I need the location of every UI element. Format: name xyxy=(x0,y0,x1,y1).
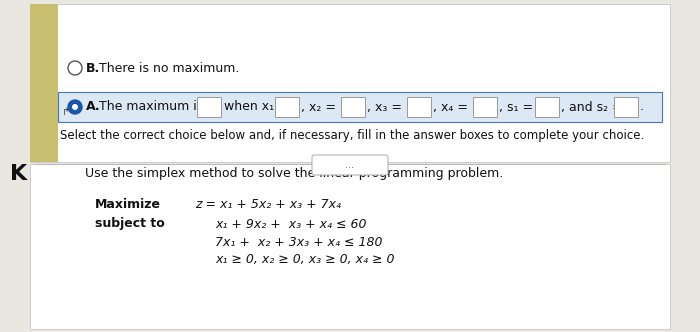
Text: The maximum is: The maximum is xyxy=(99,101,203,114)
Bar xyxy=(58,92,662,122)
Text: x₁ ≥ 0, x₂ ≥ 0, x₃ ≥ 0, x₄ ≥ 0: x₁ ≥ 0, x₂ ≥ 0, x₃ ≥ 0, x₄ ≥ 0 xyxy=(215,254,395,267)
Text: subject to: subject to xyxy=(95,217,164,230)
Bar xyxy=(30,164,670,329)
Circle shape xyxy=(68,100,82,114)
Text: Select the correct choice below and, if necessary, fill in the answer boxes to c: Select the correct choice below and, if … xyxy=(60,128,644,141)
Text: when x₁ =: when x₁ = xyxy=(224,101,288,114)
Text: Maximize: Maximize xyxy=(95,198,161,210)
Bar xyxy=(341,97,365,117)
Text: , s₁ =: , s₁ = xyxy=(499,101,533,114)
Bar xyxy=(473,97,497,117)
Text: , and s₂ =: , and s₂ = xyxy=(561,101,623,114)
Text: There is no maximum.: There is no maximum. xyxy=(99,61,239,74)
Bar xyxy=(30,4,670,162)
Text: B.: B. xyxy=(86,61,100,74)
Text: 7x₁ +  x₂ + 3x₃ + x₄ ≤ 180: 7x₁ + x₂ + 3x₃ + x₄ ≤ 180 xyxy=(215,235,382,248)
Text: , x₄ =: , x₄ = xyxy=(433,101,468,114)
Text: .: . xyxy=(640,101,644,114)
Text: Use the simplex method to solve the linear programming problem.: Use the simplex method to solve the line… xyxy=(85,168,503,181)
Text: ...: ... xyxy=(346,160,354,170)
Circle shape xyxy=(72,104,78,110)
Text: , x₃ =: , x₃ = xyxy=(367,101,402,114)
Bar xyxy=(535,97,559,117)
Bar xyxy=(197,97,221,117)
Bar xyxy=(614,97,638,117)
Text: K: K xyxy=(10,164,27,184)
Text: ↱: ↱ xyxy=(62,107,70,117)
Text: , x₂ =: , x₂ = xyxy=(301,101,336,114)
Bar xyxy=(275,97,299,117)
Bar xyxy=(30,4,58,162)
FancyBboxPatch shape xyxy=(312,155,388,175)
Bar xyxy=(407,97,431,117)
Text: z = x₁ + 5x₂ + x₃ + 7x₄: z = x₁ + 5x₂ + x₃ + 7x₄ xyxy=(195,198,341,210)
Text: x₁ + 9x₂ +  x₃ + x₄ ≤ 60: x₁ + 9x₂ + x₃ + x₄ ≤ 60 xyxy=(215,217,367,230)
Circle shape xyxy=(68,61,82,75)
Text: A.: A. xyxy=(86,101,101,114)
